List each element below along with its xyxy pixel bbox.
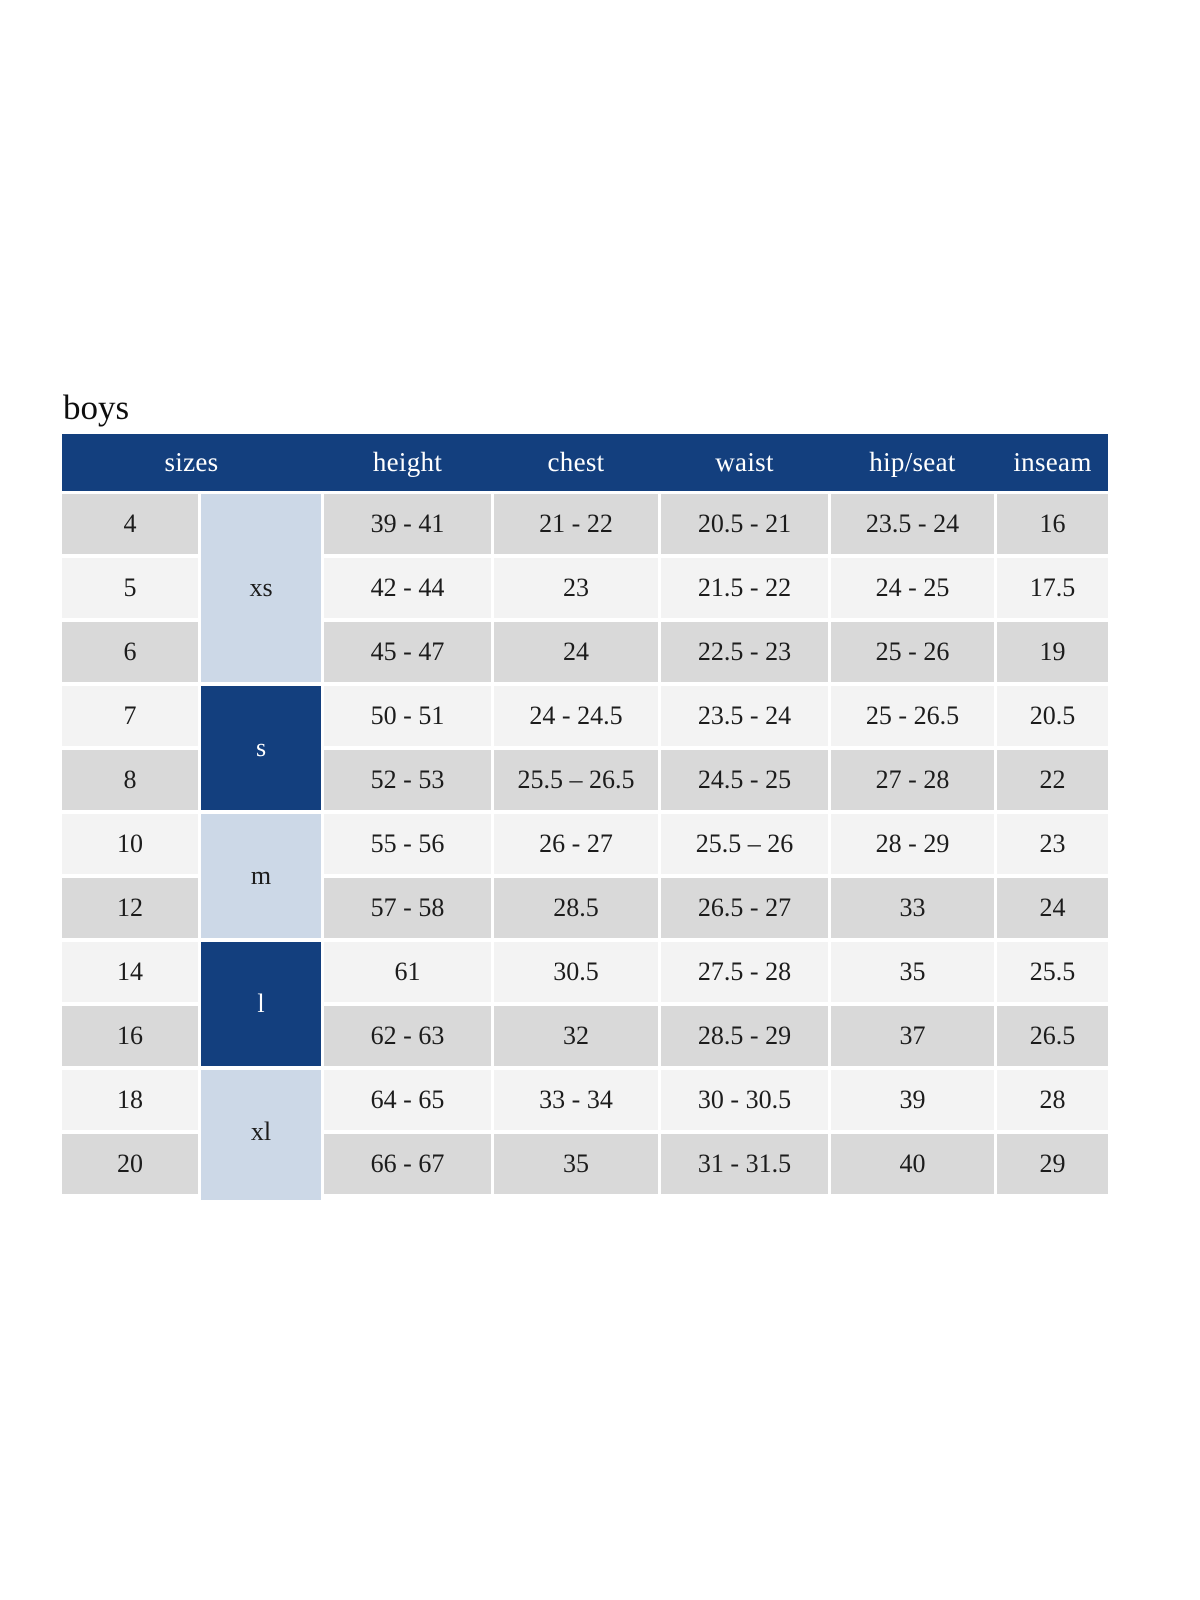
data-cell-14-height: 61 — [324, 942, 491, 1002]
data-cell-18-waist: 30 - 30.5 — [661, 1070, 828, 1130]
size-cell-5: 5 — [62, 558, 198, 618]
data-cell-8-inseam: 22 — [997, 750, 1108, 810]
data-cell-20-inseam: 29 — [997, 1134, 1108, 1194]
data-cell-5-inseam: 17.5 — [997, 558, 1108, 618]
data-cell-5-hip_seat: 24 - 25 — [831, 558, 994, 618]
data-cell-7-waist: 23.5 - 24 — [661, 686, 828, 746]
data-cell-6-hip_seat: 25 - 26 — [831, 622, 994, 682]
data-cell-5-height: 42 - 44 — [324, 558, 491, 618]
header-inseam: inseam — [1013, 447, 1092, 477]
data-cell-4-waist: 20.5 - 21 — [661, 494, 828, 554]
data-cell-6-inseam: 19 — [997, 622, 1108, 682]
data-cell-14-chest: 30.5 — [494, 942, 658, 1002]
data-cell-6-height: 45 - 47 — [324, 622, 491, 682]
table-body: 4 39 - 41 21 - 22 20.5 - 21 23.5 - 24 16 5 42 -… — [62, 494, 1108, 1194]
size-cell-16: 16 — [62, 1006, 198, 1066]
data-cell-18-hip_seat: 39 — [831, 1070, 994, 1130]
data-cell-14-inseam: 25.5 — [997, 942, 1108, 1002]
data-cell-16-waist: 28.5 - 29 — [661, 1006, 828, 1066]
data-cell-16-height: 62 - 63 — [324, 1006, 491, 1066]
data-cell-10-height: 55 - 56 — [324, 814, 491, 874]
size-cell-4: 4 — [62, 494, 198, 554]
size-cell-7: 7 — [62, 686, 198, 746]
data-cell-6-waist: 22.5 - 23 — [661, 622, 828, 682]
data-cell-8-waist: 24.5 - 25 — [661, 750, 828, 810]
table-header-row: sizes height chest waist hip/seat inseam — [62, 434, 1108, 491]
size-cell-8: 8 — [62, 750, 198, 810]
data-cell-7-chest: 24 - 24.5 — [494, 686, 658, 746]
data-cell-5-waist: 21.5 - 22 — [661, 558, 828, 618]
data-cell-12-inseam: 24 — [997, 878, 1108, 938]
data-cell-16-hip_seat: 37 — [831, 1006, 994, 1066]
data-cell-20-chest: 35 — [494, 1134, 658, 1194]
data-cell-10-hip_seat: 28 - 29 — [831, 814, 994, 874]
data-cell-18-height: 64 - 65 — [324, 1070, 491, 1130]
data-cell-20-height: 66 - 67 — [324, 1134, 491, 1194]
data-cell-20-waist: 31 - 31.5 — [661, 1134, 828, 1194]
group-cell-l: l — [201, 942, 321, 1066]
data-cell-14-hip_seat: 35 — [831, 942, 994, 1002]
header-chest: chest — [547, 447, 605, 477]
header-waist: waist — [715, 447, 774, 477]
group-cell-xs: xs — [201, 494, 321, 682]
size-chart: boys sizes height chest waist hip/seat i… — [62, 390, 1108, 1194]
size-cell-10: 10 — [62, 814, 198, 874]
data-cell-16-chest: 32 — [494, 1006, 658, 1066]
data-cell-7-height: 50 - 51 — [324, 686, 491, 746]
header-sizes: sizes — [164, 447, 219, 477]
data-cell-7-hip_seat: 25 - 26.5 — [831, 686, 994, 746]
data-cell-20-hip_seat: 40 — [831, 1134, 994, 1194]
data-cell-10-waist: 25.5 – 26 — [661, 814, 828, 874]
data-cell-6-chest: 24 — [494, 622, 658, 682]
data-cell-7-inseam: 20.5 — [997, 686, 1108, 746]
group-cell-xl: xl — [201, 1070, 321, 1194]
data-cell-10-chest: 26 - 27 — [494, 814, 658, 874]
data-cell-14-waist: 27.5 - 28 — [661, 942, 828, 1002]
data-cell-12-waist: 26.5 - 27 — [661, 878, 828, 938]
data-cell-12-hip_seat: 33 — [831, 878, 994, 938]
data-cell-12-height: 57 - 58 — [324, 878, 491, 938]
size-cell-6: 6 — [62, 622, 198, 682]
data-cell-8-chest: 25.5 – 26.5 — [494, 750, 658, 810]
header-hip-seat: hip/seat — [869, 447, 956, 477]
data-cell-16-inseam: 26.5 — [997, 1006, 1108, 1066]
data-cell-8-height: 52 - 53 — [324, 750, 491, 810]
data-cell-8-hip_seat: 27 - 28 — [831, 750, 994, 810]
size-cell-18: 18 — [62, 1070, 198, 1130]
group-cell-m: m — [201, 814, 321, 938]
data-cell-10-inseam: 23 — [997, 814, 1108, 874]
data-cell-5-chest: 23 — [494, 558, 658, 618]
data-cell-4-chest: 21 - 22 — [494, 494, 658, 554]
size-cell-12: 12 — [62, 878, 198, 938]
data-cell-4-hip_seat: 23.5 - 24 — [831, 494, 994, 554]
page-title: boys — [63, 388, 130, 427]
size-cell-20: 20 — [62, 1134, 198, 1194]
data-cell-18-chest: 33 - 34 — [494, 1070, 658, 1130]
data-cell-18-inseam: 28 — [997, 1070, 1108, 1130]
header-height: height — [372, 447, 443, 477]
data-cell-4-inseam: 16 — [997, 494, 1108, 554]
size-cell-14: 14 — [62, 942, 198, 1002]
group-cell-s: s — [201, 686, 321, 810]
data-cell-4-height: 39 - 41 — [324, 494, 491, 554]
data-cell-12-chest: 28.5 — [494, 878, 658, 938]
